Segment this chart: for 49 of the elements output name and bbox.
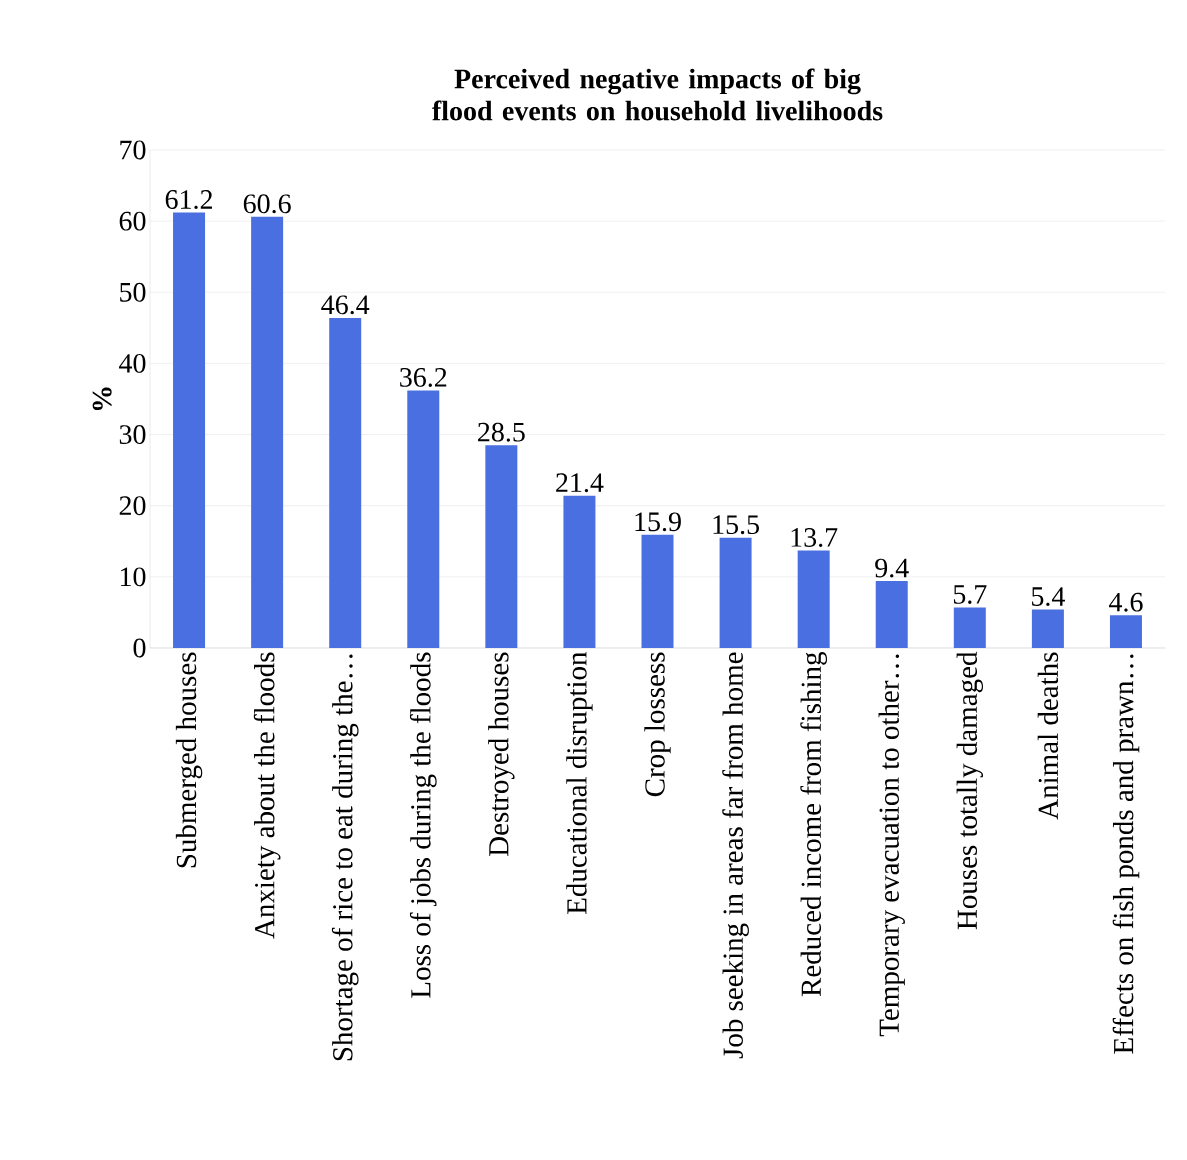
x-tick-label: Crop lossess [644, 652, 671, 797]
bar [1031, 609, 1064, 648]
bar [797, 550, 830, 648]
y-tick-label: 10 [120, 567, 146, 587]
x-tick-label: Shortage of rice to eat during the… [331, 654, 359, 1061]
data-label: 5.7 [953, 585, 987, 604]
chart-title: Perceived negative impacts of big flood events on household livelihoods [432, 68, 883, 121]
y-tick-label: 40 [119, 353, 146, 373]
x-tick-label: Temporary evacuation to other… [878, 654, 905, 1037]
bar [1109, 615, 1142, 648]
data-label: 28.5 [478, 422, 525, 442]
data-label: 13.7 [791, 528, 838, 547]
data-label: 46.4 [321, 295, 370, 315]
x-tick-label: Reduced income from fishing [800, 652, 828, 997]
bar [875, 581, 908, 648]
data-label: 4.6 [1109, 592, 1143, 612]
data-label: 61.2 [165, 190, 212, 210]
x-tick-label: Educational disruption [566, 651, 593, 915]
data-label: 21.4 [556, 473, 604, 493]
x-tick-label: Submerged houses [175, 652, 203, 868]
bar [407, 390, 440, 648]
data-label: 15.9 [635, 512, 681, 532]
data-label: 60.6 [243, 194, 291, 214]
bar [641, 534, 674, 648]
data-label: 36.2 [400, 367, 447, 387]
x-tick-label: Houses totally damaged [956, 651, 984, 930]
bar [719, 537, 752, 648]
bar [563, 495, 596, 648]
bar [329, 317, 362, 648]
bar [485, 445, 518, 648]
y-tick-label: 30 [119, 425, 146, 445]
y-tick-label: 20 [119, 496, 146, 516]
data-label: 5.4 [1032, 587, 1065, 607]
x-tick-label: Anxiety about the floods [253, 652, 281, 939]
data-label: 15.5 [713, 515, 759, 535]
x-tick-label: Job seeking in areas far from home [722, 652, 749, 1059]
bar [953, 607, 986, 648]
y-tick-label: 0 [133, 638, 146, 658]
y-axis-title: % [92, 387, 112, 411]
bar [173, 212, 206, 648]
x-tick-label: Destroyed houses [488, 652, 515, 857]
x-tick-label: Animal deaths [1037, 652, 1059, 820]
x-tick-label: Loss of jobs during the floods [409, 652, 437, 998]
data-label: 9.4 [875, 558, 909, 578]
x-tick-label: Effects on fish ponds and prawn… [1112, 654, 1140, 1054]
y-tick-label: 60 [119, 211, 146, 231]
y-tick-label: 50 [120, 282, 146, 302]
bar [251, 216, 284, 648]
y-tick-label: 70 [120, 140, 146, 160]
